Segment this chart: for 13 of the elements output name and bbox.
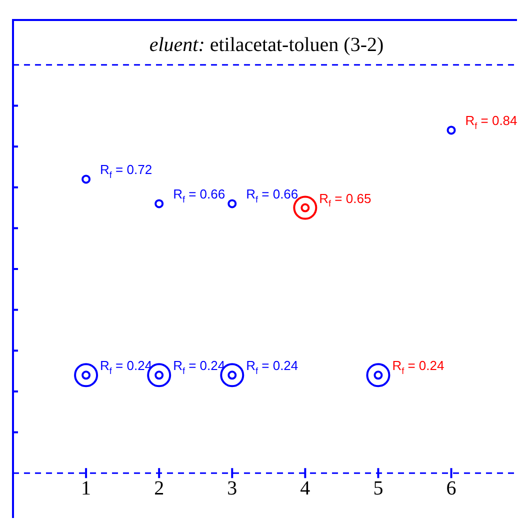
point: [154, 199, 164, 208]
x-tick-label: 2: [154, 477, 164, 500]
point: [366, 363, 390, 388]
x-tick-label: 6: [446, 477, 456, 500]
x-tick-label: 4: [300, 477, 310, 500]
point: [446, 126, 456, 135]
point: [74, 363, 98, 388]
x-tick-label: 5: [373, 477, 384, 500]
x-tick-label: 1: [81, 477, 92, 500]
text: eluent: etilacetat-toluen (3-2): [149, 34, 384, 56]
x-tick-label: 3: [227, 477, 238, 500]
point: [82, 174, 91, 184]
point: [228, 199, 237, 208]
